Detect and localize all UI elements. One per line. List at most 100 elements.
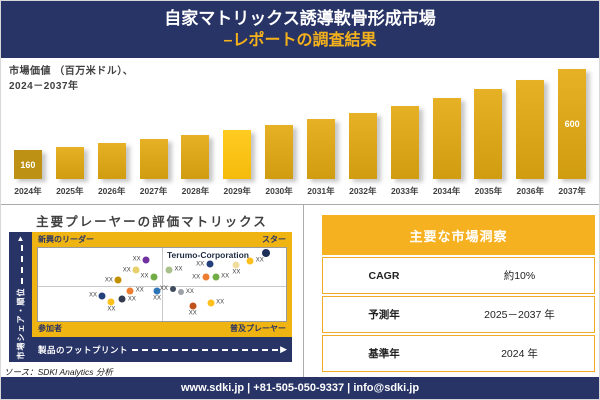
scatter-dot xyxy=(262,248,271,257)
scatter-point: XX xyxy=(123,266,140,274)
bar-column xyxy=(467,89,509,179)
bar-column xyxy=(384,106,426,179)
scatter-dot xyxy=(150,273,158,281)
bar-column: 160 xyxy=(7,150,49,179)
scatter-dot xyxy=(153,287,161,295)
scatter-dot xyxy=(142,256,150,264)
scatter-point-label: XX xyxy=(196,261,205,268)
scatter-point-label: XX xyxy=(232,269,241,276)
bar xyxy=(348,113,377,179)
scatter-dot xyxy=(246,257,254,265)
bar xyxy=(223,130,252,179)
bar-column xyxy=(342,113,384,179)
year-label: 2033年 xyxy=(390,186,419,196)
y-axis-label-box: 市場シェア・順位 xyxy=(9,286,32,360)
year-label: 2024年 xyxy=(14,186,42,196)
matrix-y-axis: ▲ 市場シェア・順位 xyxy=(9,232,32,362)
scatter-dot xyxy=(189,302,197,310)
matrix-x-axis: 製品のフットプリント ▶ xyxy=(32,337,292,362)
bar-chart-year-labels: 2024年 2025年 2026年 2027年 2028年 2029年 2030年 2031年… xyxy=(7,185,593,197)
scatter-point: XX xyxy=(153,287,161,301)
year-label: 2030年 xyxy=(265,186,293,196)
market-value-bar-chart: 市場価値 （百万米ドル）、 2024－2037年 160 600 2024年 202… xyxy=(1,58,599,204)
bar-column xyxy=(258,125,300,179)
bar-column xyxy=(509,80,551,179)
y-axis-dashed-line xyxy=(20,245,23,284)
scatter-dot xyxy=(212,273,220,281)
year-label: 2036年 xyxy=(516,186,544,196)
scatter-point: XX xyxy=(232,261,240,276)
chart-axis-label: 市場価値 （百万米ドル）、 2024－2037年 xyxy=(9,65,133,94)
bar-column: 600 xyxy=(551,69,593,179)
scatter-point-label: XX xyxy=(132,256,141,263)
year-label: 2034年 xyxy=(432,186,461,196)
bar xyxy=(97,143,126,179)
scatter-point xyxy=(262,248,271,257)
up-arrow-icon: ▲ xyxy=(16,234,25,243)
chart-axis-label-line1: 市場価値 （百万米ドル）、 xyxy=(9,66,134,77)
scatter-dot xyxy=(177,289,184,296)
scatter-point-label: XX xyxy=(153,295,162,302)
scatter-dot xyxy=(107,298,115,306)
table-row-forecast-years: 予測年 2025－2037 年 xyxy=(322,296,595,333)
quadrant-label-pervasive-player: 普及プレーヤー xyxy=(230,324,286,334)
scatter-point: XX xyxy=(177,289,194,296)
quadrant-label-emerging-leader: 新興のリーダー xyxy=(38,235,94,244)
bar-column xyxy=(216,130,258,179)
scatter-point-label: XX xyxy=(216,299,225,306)
base-year-label: 基準年 xyxy=(368,348,400,360)
forecast-years-label: 予測年 xyxy=(368,309,400,321)
scatter-dot xyxy=(206,260,214,268)
bar xyxy=(516,80,545,179)
scatter-point: XX xyxy=(246,257,264,265)
matrix-block: ▲ 市場シェア・順位 新興のリーダー スター Terumo-Corporatio… xyxy=(9,232,292,362)
scatter-dot xyxy=(118,295,126,303)
scatter-point: XX xyxy=(118,295,136,303)
bar xyxy=(181,135,210,179)
matrix-y-axis-label: 市場シェア・順位 xyxy=(16,287,25,359)
scatter-point-label: XX xyxy=(140,273,149,280)
scatter-point-label: XX xyxy=(135,287,144,294)
scatter-point: XX xyxy=(126,287,144,295)
scatter-point: XX xyxy=(141,273,158,281)
scatter-point-label: XX xyxy=(107,306,116,313)
bar: 160 xyxy=(13,150,42,179)
cagr-value: 約10% xyxy=(503,270,536,282)
scatter-point-label: XX xyxy=(255,257,264,264)
scatter-point-label: XX xyxy=(88,292,97,299)
scatter-dot xyxy=(207,299,215,307)
report-title-line1: 自家マトリックス誘導軟骨形成市場 xyxy=(164,9,436,29)
footer-contact-text: www.sdki.jp | +81-505-050-9337 | info@sd… xyxy=(180,382,420,394)
quadrant-label-star: スター xyxy=(262,235,286,244)
scatter-point-label: XX xyxy=(122,267,131,274)
bar-column xyxy=(174,135,216,179)
scatter-point: XX xyxy=(192,273,210,281)
bar-value-label: 600 xyxy=(564,119,580,129)
quadrant-label-participant: 参加者 xyxy=(38,324,62,334)
bar xyxy=(55,147,84,179)
scatter-point: XX xyxy=(107,298,115,313)
player-matrix-section: 主要プレーヤーの評価マトリックス ▲ 市場シェア・順位 新興のリーダー スター … xyxy=(1,205,303,379)
x-axis-dashed-line xyxy=(132,348,279,351)
scatter-point: XX xyxy=(89,292,106,300)
right-arrow-icon: ▶ xyxy=(280,344,287,354)
bar-value-label: 160 xyxy=(20,159,36,170)
year-label: 2027年 xyxy=(139,186,168,196)
scatter-point: XX xyxy=(207,299,224,307)
scatter-point: XX xyxy=(165,266,182,274)
bar-column xyxy=(426,98,468,179)
scatter-point: XX xyxy=(189,302,197,316)
year-label: 2031年 xyxy=(307,186,335,196)
scatter-dot xyxy=(132,266,140,274)
scatter-dot xyxy=(169,285,176,292)
matrix-top-quadrant-labels: 新興のリーダー スター xyxy=(37,234,287,247)
scatter-point-label: XX xyxy=(185,289,194,296)
scatter-point-label: XX xyxy=(174,266,183,273)
scatter-dot xyxy=(98,292,106,300)
bar-column xyxy=(91,143,133,179)
report-header: 自家マトリックス誘導軟骨形成市場 –レポートの調査結果 xyxy=(1,1,599,58)
scatter-dot xyxy=(114,276,122,284)
scatter-dot xyxy=(165,266,173,274)
insights-table: 主要な市場洞察 CAGR 約10% 予測年 2025－2037 年 基準年 20… xyxy=(322,215,595,372)
